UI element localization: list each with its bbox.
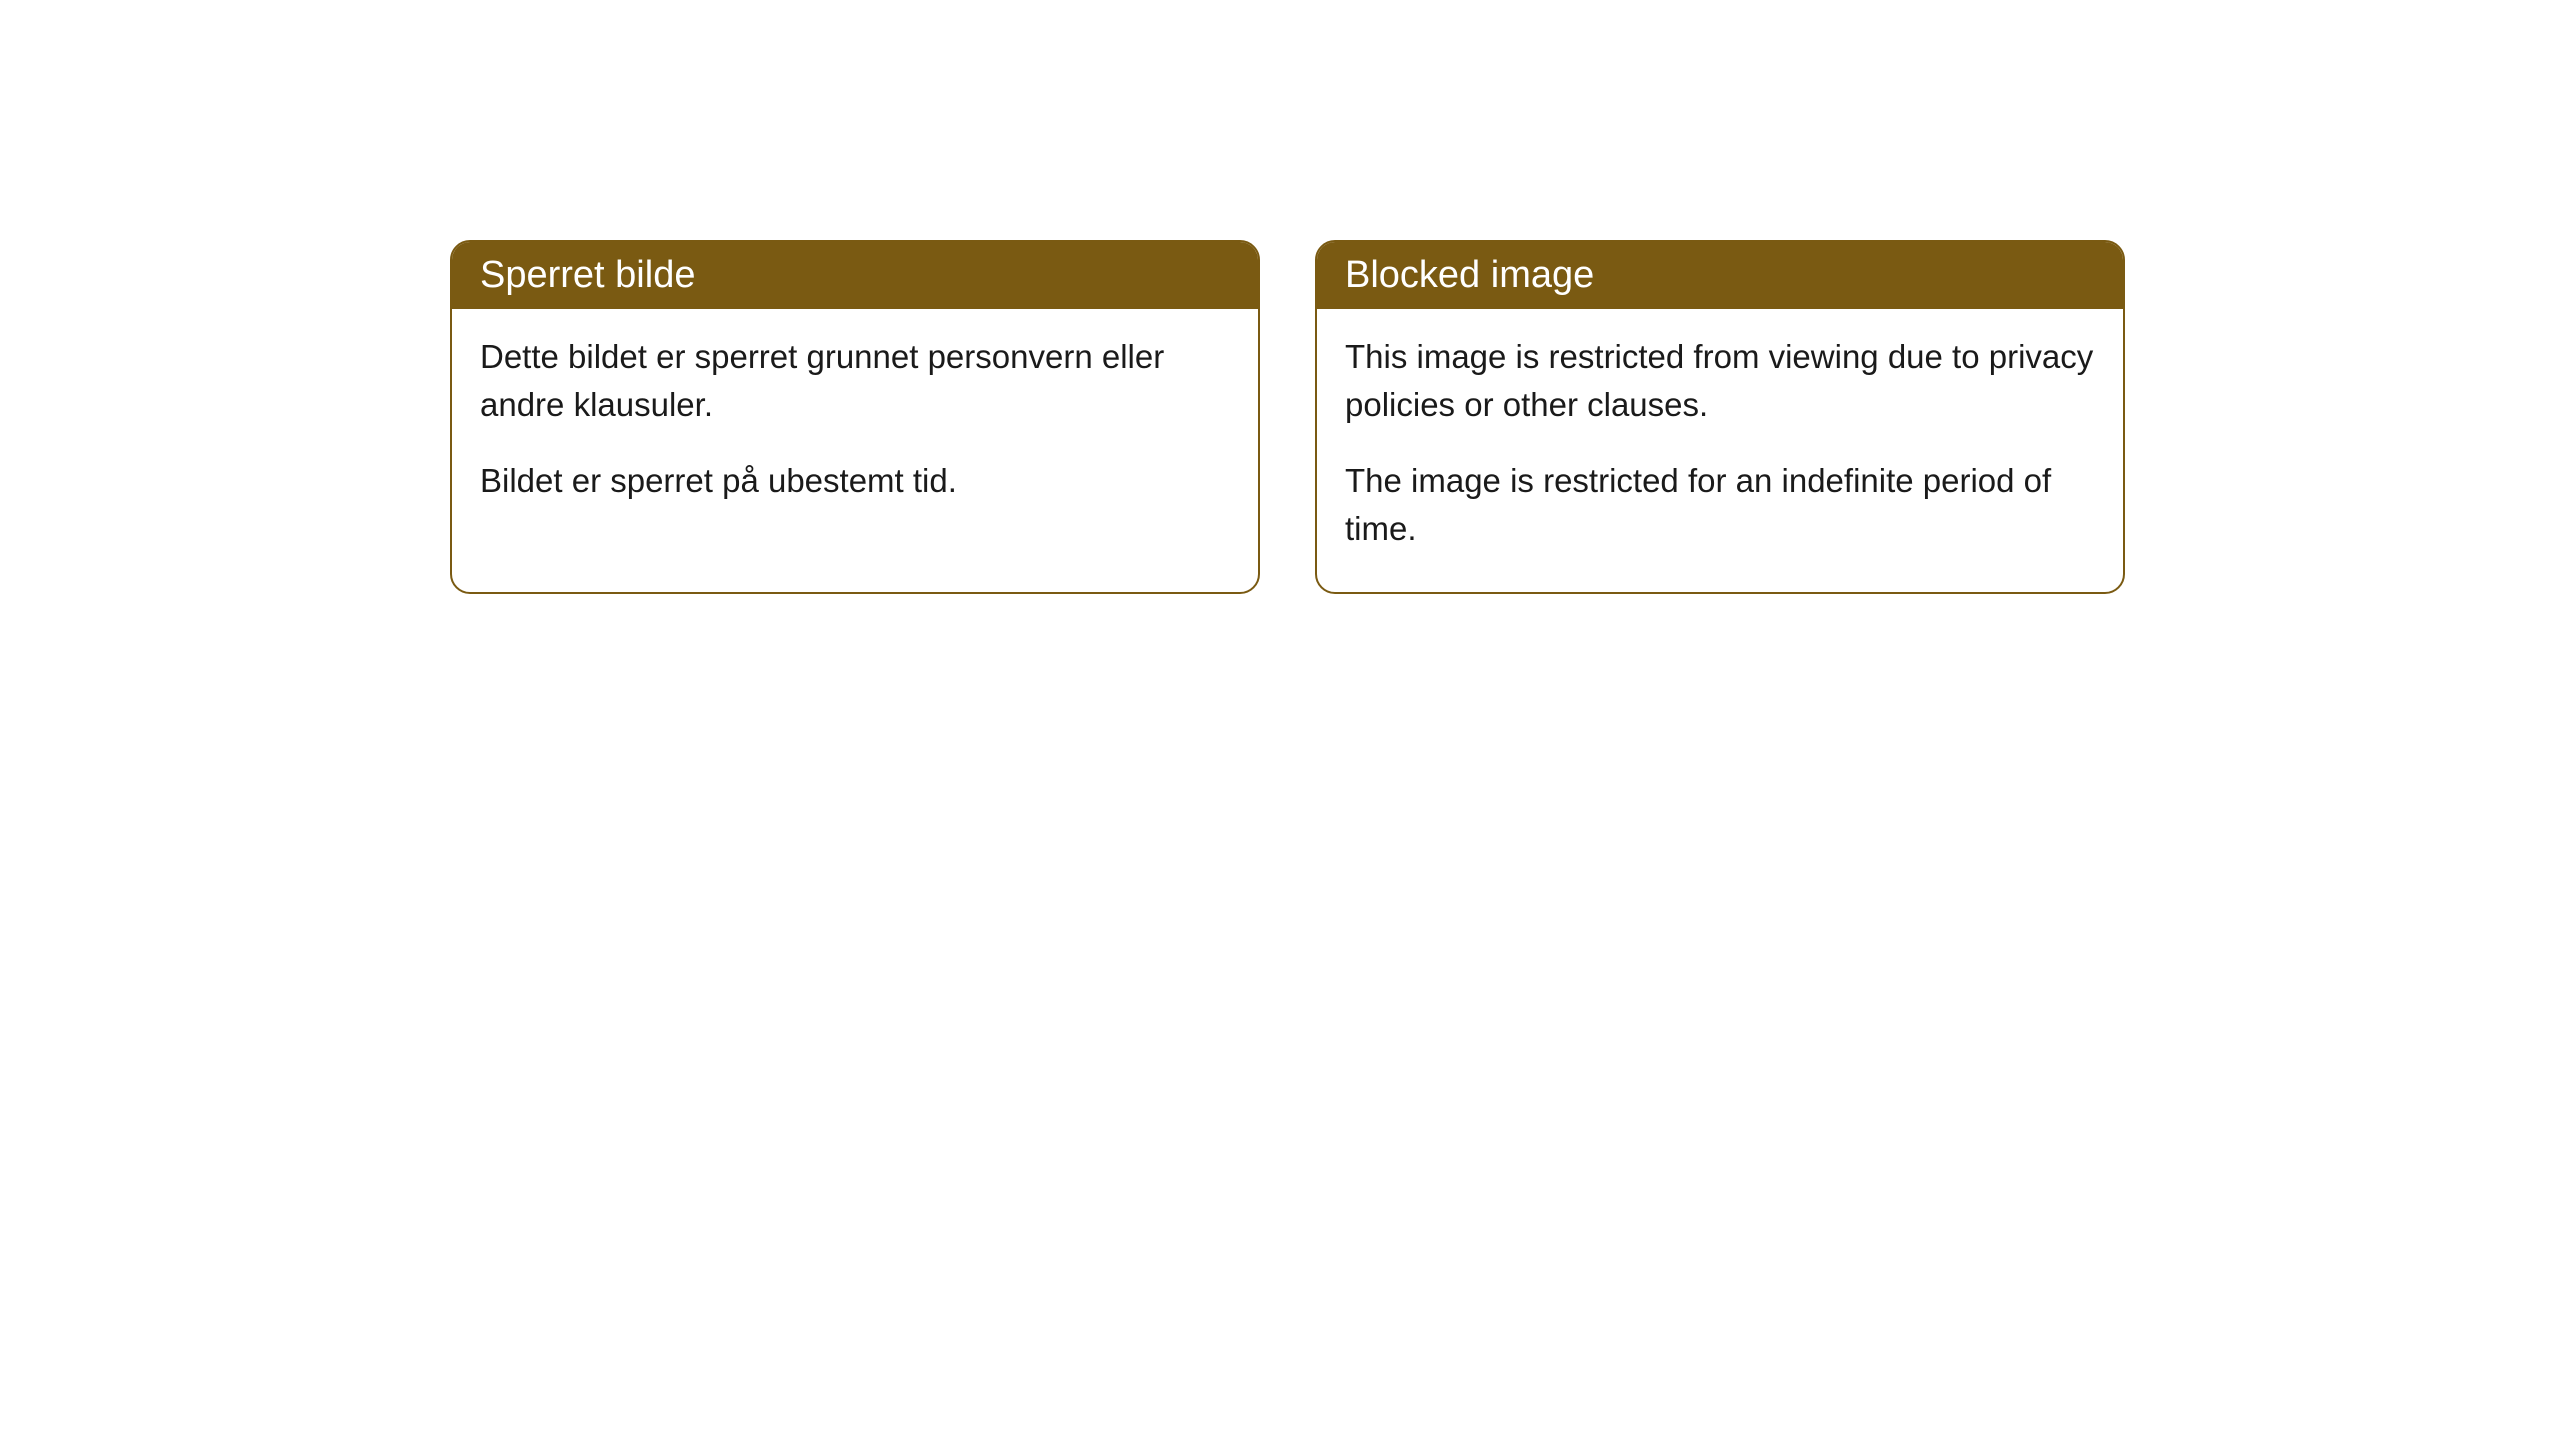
card-header-norwegian: Sperret bilde: [452, 242, 1258, 309]
notice-paragraph-2: Bildet er sperret på ubestemt tid.: [480, 457, 1230, 505]
card-title: Sperret bilde: [480, 254, 695, 296]
notice-paragraph-2: The image is restricted for an indefinit…: [1345, 457, 2095, 553]
notice-paragraph-1: This image is restricted from viewing du…: [1345, 333, 2095, 429]
card-body-norwegian: Dette bildet er sperret grunnet personve…: [452, 309, 1258, 545]
card-body-english: This image is restricted from viewing du…: [1317, 309, 2123, 592]
blocked-image-card-english: Blocked image This image is restricted f…: [1315, 240, 2125, 594]
notice-container: Sperret bilde Dette bildet er sperret gr…: [0, 0, 2560, 594]
card-header-english: Blocked image: [1317, 242, 2123, 309]
card-title: Blocked image: [1345, 254, 1594, 296]
notice-paragraph-1: Dette bildet er sperret grunnet personve…: [480, 333, 1230, 429]
blocked-image-card-norwegian: Sperret bilde Dette bildet er sperret gr…: [450, 240, 1260, 594]
